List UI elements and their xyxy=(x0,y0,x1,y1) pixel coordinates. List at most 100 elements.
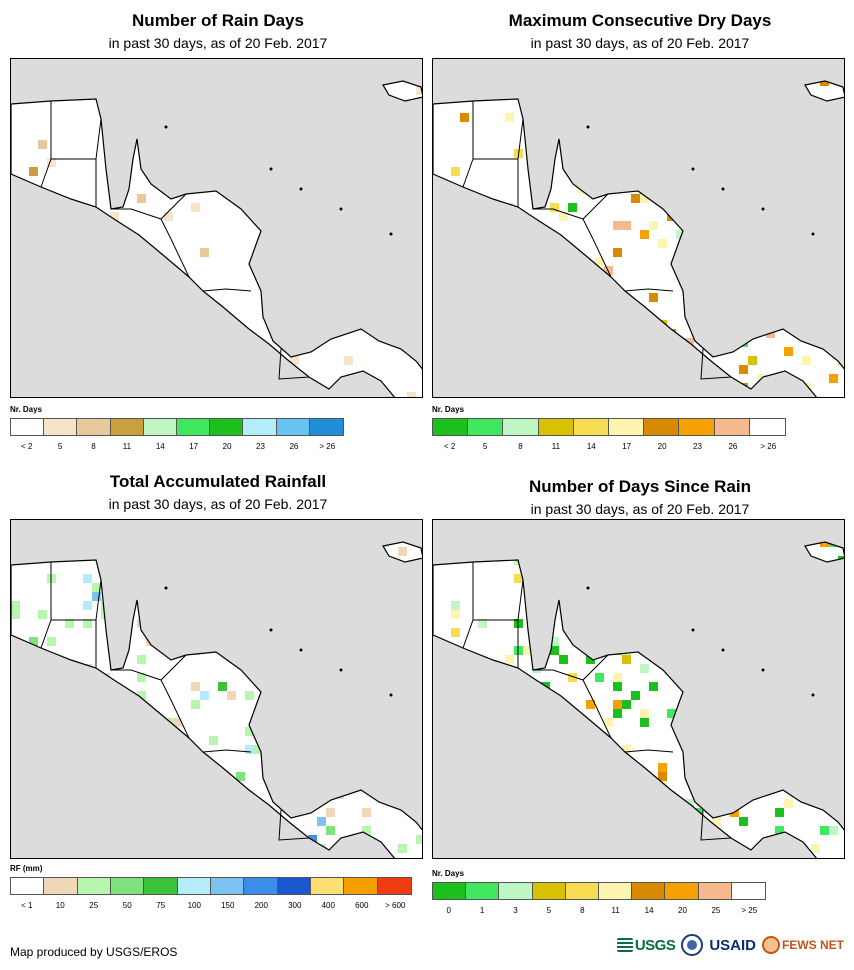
data-cell xyxy=(209,736,218,745)
legend-tick-label: 17 xyxy=(189,442,199,451)
data-cell xyxy=(137,655,146,664)
island-marker xyxy=(761,207,765,211)
legend-tick-label: > 600 xyxy=(385,901,406,910)
fews-logo-text: FEWS NET xyxy=(782,938,844,952)
island-marker xyxy=(691,628,695,632)
data-cell xyxy=(218,682,227,691)
legend-swatch xyxy=(77,419,111,435)
data-cell xyxy=(550,203,559,212)
country-border xyxy=(700,809,732,841)
data-cell xyxy=(604,266,613,275)
usgs-logo[interactable]: USGS xyxy=(616,937,676,954)
data-cell xyxy=(595,673,604,682)
island-marker xyxy=(164,586,168,590)
legend-title: Nr. Days xyxy=(432,405,465,414)
legend-tick-label: > 25 xyxy=(741,906,758,915)
legend-swatch xyxy=(377,878,411,894)
fews-net-logo[interactable]: FEWS NET xyxy=(762,936,844,954)
data-cell xyxy=(38,610,47,619)
coastline xyxy=(804,80,844,102)
legend-tick-label: 600 xyxy=(355,901,369,910)
legend-swatch xyxy=(466,883,500,899)
legend-swatch xyxy=(244,878,278,894)
data-cell xyxy=(83,619,92,628)
country-border xyxy=(40,619,52,649)
legend-swatch xyxy=(433,419,469,435)
legend-tick-label: < 2 xyxy=(21,442,33,451)
data-cell xyxy=(712,817,721,826)
data-cell xyxy=(739,365,748,374)
legend-tick-label: 20 xyxy=(222,442,232,451)
data-cell xyxy=(137,194,146,203)
legend-swatch xyxy=(499,883,533,899)
data-cell xyxy=(65,619,74,628)
legend-swatch xyxy=(599,883,633,899)
data-cell xyxy=(550,646,559,655)
data-cell xyxy=(398,844,407,853)
legend-tick-label: < 2 xyxy=(444,442,456,451)
country-border xyxy=(462,158,474,188)
legend-swatch xyxy=(573,419,610,435)
legend-tick-label: 11 xyxy=(122,442,132,451)
legend-swatch xyxy=(276,419,310,435)
map-svg xyxy=(11,59,422,397)
island-marker xyxy=(269,628,273,632)
data-cell xyxy=(586,655,595,664)
data-cell xyxy=(236,772,245,781)
island-marker xyxy=(586,586,590,590)
legend-tick-label: 300 xyxy=(288,901,302,910)
data-cell xyxy=(245,727,254,736)
country-border xyxy=(111,193,187,220)
legend-tick-label: 8 xyxy=(91,442,96,451)
country-border xyxy=(278,348,310,380)
legend-swatch xyxy=(143,419,178,435)
data-cell xyxy=(676,230,685,239)
country-border xyxy=(582,218,612,278)
legend-tick-label: 50 xyxy=(122,901,132,910)
data-cell xyxy=(478,619,487,628)
data-cell xyxy=(640,664,649,673)
country-border xyxy=(160,679,190,739)
data-cell xyxy=(92,583,101,592)
data-cell xyxy=(739,817,748,826)
data-cell xyxy=(820,542,829,547)
map-total-rainfall xyxy=(10,519,423,859)
panel-title: Number of Days Since Rain xyxy=(528,477,751,496)
island-marker xyxy=(299,648,303,652)
land-mainland xyxy=(433,560,844,858)
land-mainland xyxy=(433,99,844,397)
island-marker xyxy=(339,207,343,211)
data-cell xyxy=(362,826,371,835)
data-cell xyxy=(200,248,209,257)
data-cell xyxy=(38,140,47,149)
legend-swatch xyxy=(243,419,277,435)
data-cell xyxy=(640,709,649,718)
island-marker xyxy=(339,668,343,672)
legend-title: RF (mm) xyxy=(10,864,43,873)
country-border xyxy=(160,218,190,278)
data-cell xyxy=(775,808,784,817)
legend-tick-label: 14 xyxy=(155,442,165,451)
data-cell xyxy=(47,158,56,167)
legend-tick-label: 23 xyxy=(256,442,265,451)
legend-swatch xyxy=(44,419,78,435)
data-cell xyxy=(137,691,146,700)
data-cell xyxy=(640,718,649,727)
legend-swatch xyxy=(433,883,467,899)
data-cell xyxy=(613,682,622,691)
usaid-logo[interactable]: USAID xyxy=(709,936,756,954)
legend-tick-label: 26 xyxy=(728,442,738,451)
data-cell xyxy=(613,709,622,718)
data-cell xyxy=(451,610,460,619)
data-cell xyxy=(83,574,92,583)
legend-swatch xyxy=(110,878,145,894)
map-svg xyxy=(433,59,844,397)
legend-swatch xyxy=(177,878,211,894)
legend-swatch xyxy=(77,878,111,894)
coastline xyxy=(433,98,844,397)
legend-tick-label: 8 xyxy=(580,906,585,915)
legend-swatch xyxy=(565,883,600,899)
legend-swatch xyxy=(210,419,244,435)
panel-title: Total Accumulated Rainfall xyxy=(109,472,327,491)
legend-swatch xyxy=(714,419,750,435)
